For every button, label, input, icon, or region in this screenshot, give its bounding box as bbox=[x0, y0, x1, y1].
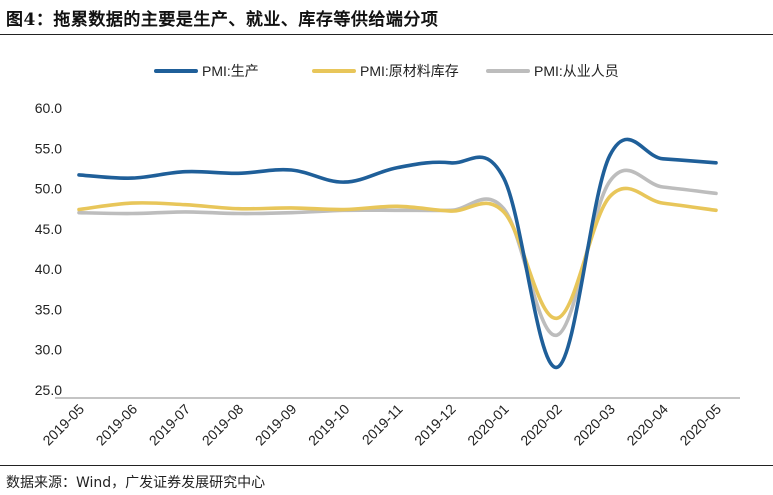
legend-label: PMI:原材料库存 bbox=[360, 63, 459, 79]
y-tick-label: 45.0 bbox=[35, 221, 62, 237]
x-tick-label: 2019-06 bbox=[93, 401, 141, 449]
x-tick-label: 2020-03 bbox=[570, 401, 618, 449]
figure-source: 数据来源：Wind，广发证券发展研究中心 bbox=[6, 475, 266, 491]
series-line-3 bbox=[77, 168, 718, 337]
series-line-2 bbox=[77, 186, 718, 321]
line-chart: PMI:生产 PMI:原材料库存 PMI:从业人员 60.0 55.0 50.0 45.0… bbox=[35, 63, 740, 449]
x-tick-label: 2019-12 bbox=[411, 401, 459, 449]
x-tick-label: 2020-05 bbox=[676, 401, 724, 449]
figure-title: 图4：拖累数据的主要是生产、就业、库存等供给端分项 bbox=[6, 10, 439, 30]
x-tick-label: 2019-07 bbox=[146, 401, 194, 449]
y-tick-label: 50.0 bbox=[35, 181, 62, 197]
chart-legend: PMI:生产 PMI:原材料库存 PMI:从业人员 bbox=[154, 63, 619, 79]
x-tick-label: 2020-04 bbox=[623, 401, 671, 449]
y-tick-label: 55.0 bbox=[35, 140, 62, 156]
x-tick-label: 2020-02 bbox=[517, 401, 565, 449]
chart-series bbox=[77, 137, 718, 370]
x-tick-label: 2019-05 bbox=[39, 401, 87, 449]
legend-label: PMI:生产 bbox=[202, 63, 259, 79]
x-axis: 2019-05 2019-06 2019-07 2019-08 2019-09 2019-… bbox=[39, 397, 740, 449]
series-line-1 bbox=[77, 137, 718, 370]
y-tick-label: 40.0 bbox=[35, 261, 62, 277]
source-rule bbox=[0, 465, 773, 466]
x-tick-label: 2019-11 bbox=[359, 401, 406, 448]
y-axis: 60.0 55.0 50.0 45.0 40.0 35.0 30.0 25.0 bbox=[35, 100, 62, 398]
x-tick-label: 2019-08 bbox=[199, 401, 247, 449]
x-tick-label: 2019-10 bbox=[305, 401, 353, 449]
y-tick-label: 25.0 bbox=[35, 382, 62, 398]
y-tick-label: 30.0 bbox=[35, 342, 62, 358]
x-tick-label: 2019-09 bbox=[252, 401, 300, 449]
y-tick-label: 60.0 bbox=[35, 100, 62, 116]
legend-label: PMI:从业人员 bbox=[534, 63, 619, 79]
x-tick-label: 2020-01 bbox=[464, 401, 512, 449]
y-tick-label: 35.0 bbox=[35, 301, 62, 317]
title-rule bbox=[0, 34, 773, 35]
